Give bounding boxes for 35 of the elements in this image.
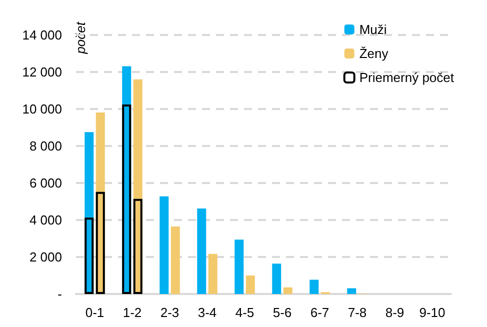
bar — [197, 208, 206, 294]
y-tick-label: 2 000 — [29, 250, 62, 264]
bar — [310, 280, 319, 294]
x-tick-label: 2-3 — [160, 305, 180, 320]
legend-label: Muži — [359, 22, 387, 37]
x-tick-label: 1-2 — [122, 305, 142, 320]
bar — [170, 226, 180, 294]
x-tick-label: 3-4 — [198, 305, 217, 320]
x-tick-label: 7-8 — [348, 305, 367, 320]
x-tick-label: 5-6 — [272, 305, 292, 320]
bar — [122, 104, 132, 294]
legend-label: Ženy — [359, 46, 389, 61]
x-tick-label: 0-1 — [85, 305, 104, 320]
y-tick-label: 6 000 — [29, 176, 62, 190]
bar — [234, 240, 244, 294]
bar — [160, 196, 169, 294]
bar — [246, 276, 255, 294]
bar — [272, 264, 282, 294]
x-tick-label: 9-10 — [419, 305, 446, 320]
bar — [84, 218, 94, 294]
y-tick-label: 14 000 — [22, 28, 62, 42]
bar — [347, 288, 356, 294]
bar — [283, 287, 292, 294]
y-tick-label: 4 000 — [29, 212, 62, 228]
y-tick-label: 10 000 — [22, 102, 62, 116]
y-tick-label: - — [58, 286, 62, 302]
legend-label: Priemerný počet — [359, 70, 454, 85]
y-tick-label: 12 000 — [22, 64, 62, 80]
x-tick-label: 4-5 — [235, 305, 254, 320]
x-tick-label: 8-9 — [385, 305, 404, 320]
x-tick-label: 6-7 — [310, 305, 330, 320]
bar — [96, 192, 105, 294]
bar — [208, 254, 218, 294]
bar — [133, 198, 142, 294]
y-tick-label: 8 000 — [29, 138, 62, 154]
